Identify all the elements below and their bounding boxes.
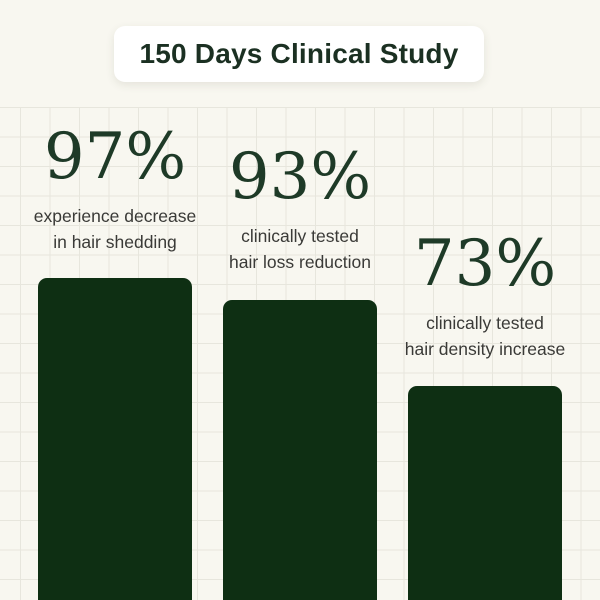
bar-hair-density-increase <box>408 386 562 600</box>
stat-value-hair-shedding: 97% <box>43 120 187 194</box>
stat-label-line: clinically tested <box>241 226 359 246</box>
page-title: 150 Days Clinical Study <box>139 38 459 69</box>
stat-group-hair-density-increase: 73% clinically tested hair density incre… <box>375 232 595 362</box>
stat-group-hair-loss-reduction: 93% clinically tested hair loss reductio… <box>190 145 410 275</box>
stat-label-hair-loss-reduction: clinically tested hair loss reduction <box>190 223 410 275</box>
stat-label-line: clinically tested <box>426 313 544 333</box>
stat-label-line: hair loss reduction <box>228 252 372 272</box>
stat-label-line: in hair shedding <box>53 232 177 252</box>
title-pill: 150 Days Clinical Study <box>114 26 484 82</box>
stat-value-hair-density-increase: 73% <box>413 227 557 301</box>
bar-hair-shedding <box>38 278 192 600</box>
stat-label-hair-density-increase: clinically tested hair density increase <box>375 310 595 362</box>
stat-label-line: hair density increase <box>404 339 566 359</box>
stat-label-hair-shedding: experience decrease in hair shedding <box>5 203 225 255</box>
stat-label-line: experience decrease <box>33 206 197 226</box>
stat-group-hair-shedding: 97% experience decrease in hair shedding <box>5 125 225 255</box>
stat-value-hair-loss-reduction: 93% <box>228 140 372 214</box>
bar-hair-loss-reduction <box>223 300 377 600</box>
